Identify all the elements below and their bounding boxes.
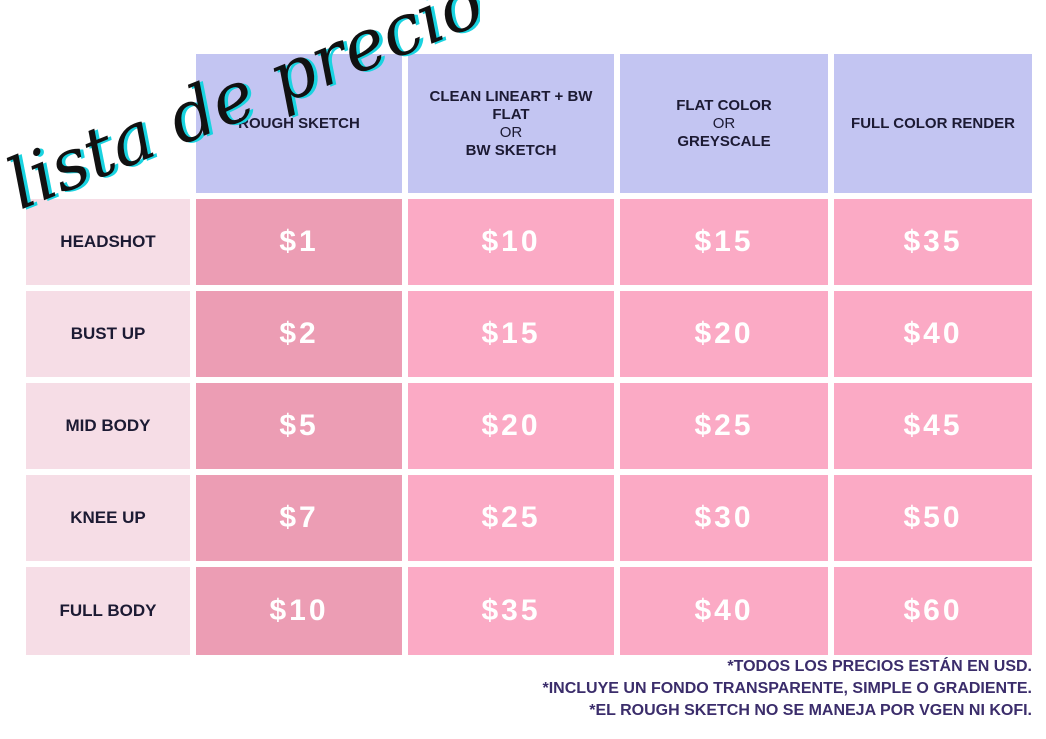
note: *EL ROUGH SKETCH NO SE MANEJA POR VGEN N… <box>589 702 1032 719</box>
row-label: KNEE UP <box>26 475 190 561</box>
price-cell: $30 <box>620 475 828 561</box>
column-header: FULL COLOR RENDER <box>834 54 1032 193</box>
header-line: ROUGH SKETCH <box>238 114 360 132</box>
price-cell: $50 <box>834 475 1032 561</box>
price-cell: $2 <box>196 291 402 377</box>
price-cell: $45 <box>834 383 1032 469</box>
header-line: BW SKETCH <box>465 141 557 159</box>
price-cell: $40 <box>620 567 828 655</box>
column-header: FLAT COLOR OR GREYSCALE <box>620 54 828 193</box>
price-cell: $20 <box>408 383 614 469</box>
column-header: CLEAN LINEART + BW FLAT OR BW SKETCH <box>408 54 614 193</box>
price-cell: $7 <box>196 475 402 561</box>
header-line: FULL COLOR RENDER <box>851 114 1015 132</box>
price-cell: $5 <box>196 383 402 469</box>
column-header: ROUGH SKETCH <box>196 54 402 193</box>
header-line: FLAT COLOR <box>676 96 772 114</box>
price-cell: $35 <box>834 199 1032 285</box>
price-cell: $15 <box>408 291 614 377</box>
price-cell: $1 <box>196 199 402 285</box>
row-label: BUST UP <box>26 291 190 377</box>
header-line: OR <box>499 123 523 141</box>
row-label: MID BODY <box>26 383 190 469</box>
price-cell: $40 <box>834 291 1032 377</box>
price-cell: $35 <box>408 567 614 655</box>
price-cell: $25 <box>620 383 828 469</box>
price-cell: $60 <box>834 567 1032 655</box>
header-line: CLEAN LINEART + BW <box>429 87 593 105</box>
header-line: GREYSCALE <box>677 132 771 150</box>
price-cell: $25 <box>408 475 614 561</box>
header-line: FLAT <box>492 105 530 123</box>
price-cell: $10 <box>196 567 402 655</box>
price-cell: $10 <box>408 199 614 285</box>
row-label: HEADSHOT <box>26 199 190 285</box>
notes: *TODOS LOS PRECIOS ESTÁN EN USD. *INCLUYE… <box>542 656 1032 722</box>
note: *TODOS LOS PRECIOS ESTÁN EN USD. <box>727 658 1032 675</box>
price-cell: $15 <box>620 199 828 285</box>
price-cell: $20 <box>620 291 828 377</box>
row-label: FULL BODY <box>26 567 190 655</box>
header-line: OR <box>712 114 736 132</box>
note: *INCLUYE UN FONDO TRANSPARENTE, SIMPLE O… <box>542 680 1032 697</box>
